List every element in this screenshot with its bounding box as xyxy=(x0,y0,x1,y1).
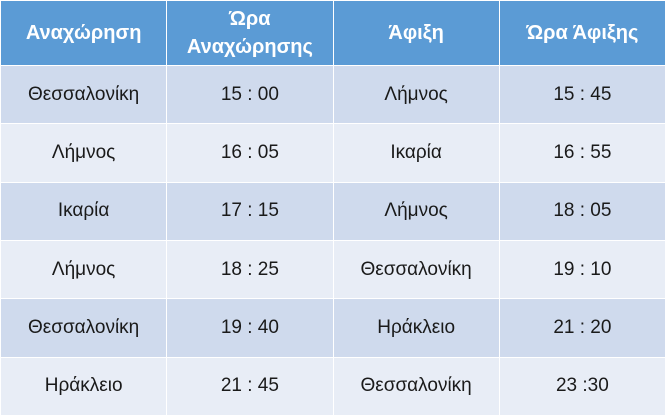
table-row: Θεσσαλονίκη 15 : 00 Λήμνος 15 : 45 xyxy=(0,64,666,125)
table-cell: Ικαρία xyxy=(332,123,500,183)
header-row: Αναχώρηση Ώρα Αναχώρησης Άφιξη Ώρα Άφιξης xyxy=(0,0,666,66)
table-row: Λήμνος 18 : 25 Θεσσαλονίκη 19 : 10 xyxy=(0,239,666,300)
table-cell: Θεσσαλονίκη xyxy=(0,64,168,125)
table-cell: Ικαρία xyxy=(0,181,168,241)
table-head: Αναχώρηση Ώρα Αναχώρησης Άφιξη Ώρα Άφιξης xyxy=(0,0,666,66)
table-cell: 18 : 05 xyxy=(498,181,666,241)
table-cell: 23 :30 xyxy=(498,356,666,416)
table-row: Ηράκλειο 21 : 45 Θεσσαλονίκη 23 :30 xyxy=(0,356,666,416)
table-cell: Θεσσαλονίκη xyxy=(332,356,500,416)
column-header: Άφιξη xyxy=(332,0,500,66)
table-cell: 19 : 40 xyxy=(166,298,334,358)
table-cell: 15 : 45 xyxy=(498,64,666,125)
table-cell: Λήμνος xyxy=(0,239,168,300)
table-cell: 17 : 15 xyxy=(166,181,334,241)
table-cell: 19 : 10 xyxy=(498,239,666,300)
table-cell: 15 : 00 xyxy=(166,64,334,125)
table-cell: 21 : 20 xyxy=(498,298,666,358)
column-header: Ώρα Άφιξης xyxy=(498,0,666,66)
table-row: Θεσσαλονίκη 19 : 40 Ηράκλειο 21 : 20 xyxy=(0,298,666,358)
table-cell: Ηράκλειο xyxy=(0,356,168,416)
table-cell: 21 : 45 xyxy=(166,356,334,416)
table-cell: 16 : 05 xyxy=(166,123,334,183)
table-cell: 18 : 25 xyxy=(166,239,334,300)
table-cell: 16 : 55 xyxy=(498,123,666,183)
column-header: Αναχώρηση xyxy=(0,0,168,66)
table-cell: Λήμνος xyxy=(332,181,500,241)
table-row: Λήμνος 16 : 05 Ικαρία 16 : 55 xyxy=(0,123,666,183)
table-cell: Θεσσαλονίκη xyxy=(0,298,168,358)
column-header: Ώρα Αναχώρησης xyxy=(166,0,334,66)
table-cell: Ηράκλειο xyxy=(332,298,500,358)
table-row: Ικαρία 17 : 15 Λήμνος 18 : 05 xyxy=(0,181,666,241)
table-body: Θεσσαλονίκη 15 : 00 Λήμνος 15 : 45 Λήμνος 16 … xyxy=(0,64,666,416)
table-cell: Λήμνος xyxy=(332,64,500,125)
table-cell: Λήμνος xyxy=(0,123,168,183)
table-cell: Θεσσαλονίκη xyxy=(332,239,500,300)
